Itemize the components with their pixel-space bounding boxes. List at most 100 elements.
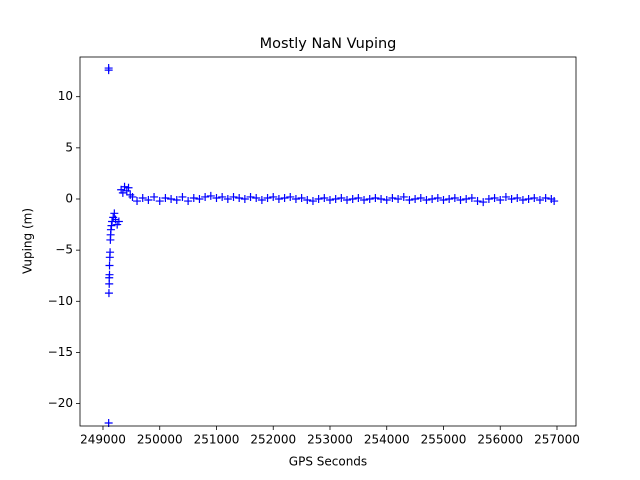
point bbox=[467, 193, 476, 202]
point bbox=[178, 192, 187, 201]
x-tick-label: 250000 bbox=[137, 433, 183, 447]
point bbox=[518, 196, 527, 205]
y-tick-label: 5 bbox=[65, 140, 73, 154]
point bbox=[218, 192, 227, 201]
point bbox=[223, 194, 232, 203]
point bbox=[416, 193, 425, 202]
point bbox=[439, 196, 448, 205]
point bbox=[405, 196, 414, 205]
point bbox=[348, 194, 357, 203]
point bbox=[104, 66, 113, 75]
point bbox=[411, 194, 420, 203]
point bbox=[354, 193, 363, 202]
point bbox=[524, 194, 533, 203]
y-axis-label: Vuping (m) bbox=[21, 208, 35, 274]
point bbox=[114, 217, 123, 226]
x-tick-label: 255000 bbox=[421, 433, 467, 447]
point bbox=[263, 193, 272, 202]
point bbox=[297, 193, 306, 202]
point bbox=[320, 193, 329, 202]
point bbox=[291, 194, 300, 203]
point bbox=[274, 194, 283, 203]
point bbox=[535, 196, 544, 205]
x-tick-label: 249000 bbox=[80, 433, 126, 447]
point bbox=[184, 197, 193, 206]
x-tick-label: 256000 bbox=[477, 433, 523, 447]
point bbox=[110, 209, 119, 218]
point bbox=[155, 197, 164, 206]
point bbox=[371, 193, 380, 202]
point bbox=[105, 270, 114, 279]
y-tick-label: 0 bbox=[65, 191, 73, 205]
point bbox=[257, 196, 266, 205]
x-tick-label: 257000 bbox=[534, 433, 580, 447]
point bbox=[314, 194, 323, 203]
point bbox=[189, 193, 198, 202]
y-tick-label: −10 bbox=[48, 294, 73, 308]
point bbox=[269, 192, 278, 201]
point bbox=[212, 193, 221, 202]
point bbox=[433, 193, 442, 202]
point bbox=[513, 193, 522, 202]
point bbox=[120, 182, 129, 191]
chart-title: Mostly NaN Vuping bbox=[260, 36, 397, 52]
point bbox=[124, 183, 133, 192]
point bbox=[167, 194, 176, 203]
x-tick-label: 253000 bbox=[307, 433, 353, 447]
point bbox=[343, 196, 352, 205]
y-tick-label: −20 bbox=[48, 396, 73, 410]
x-tick-label: 254000 bbox=[364, 433, 410, 447]
y-tick-label: 10 bbox=[58, 89, 73, 103]
point bbox=[377, 194, 386, 203]
point bbox=[490, 193, 499, 202]
point bbox=[108, 217, 117, 226]
point bbox=[106, 248, 115, 257]
point bbox=[240, 194, 249, 203]
point bbox=[118, 188, 127, 197]
point bbox=[360, 196, 369, 205]
point bbox=[445, 194, 454, 203]
point bbox=[286, 192, 295, 201]
point bbox=[337, 193, 346, 202]
point bbox=[507, 194, 516, 203]
point bbox=[550, 197, 559, 206]
point bbox=[104, 289, 113, 298]
point bbox=[496, 196, 505, 205]
point bbox=[382, 196, 391, 205]
y-tick-label: −5 bbox=[55, 243, 73, 257]
point bbox=[133, 197, 142, 206]
point bbox=[388, 193, 397, 202]
point bbox=[252, 193, 261, 202]
point bbox=[331, 194, 340, 203]
point bbox=[195, 194, 204, 203]
point bbox=[280, 193, 289, 202]
x-tick-label: 252000 bbox=[250, 433, 296, 447]
point bbox=[144, 196, 153, 205]
point bbox=[172, 196, 181, 205]
point bbox=[128, 192, 137, 201]
point bbox=[229, 192, 238, 201]
point bbox=[422, 196, 431, 205]
point bbox=[541, 193, 550, 202]
y-tick-label: −15 bbox=[48, 345, 73, 359]
point bbox=[530, 193, 539, 202]
point bbox=[462, 194, 471, 203]
point bbox=[235, 193, 244, 202]
point bbox=[105, 261, 114, 270]
point bbox=[161, 193, 170, 202]
point bbox=[399, 192, 408, 201]
point bbox=[206, 191, 215, 200]
point bbox=[303, 196, 312, 205]
point bbox=[111, 215, 120, 224]
point bbox=[365, 194, 374, 203]
point bbox=[150, 192, 159, 201]
point bbox=[325, 196, 334, 205]
point bbox=[456, 196, 465, 205]
point bbox=[450, 193, 459, 202]
x-axis-label: GPS Seconds bbox=[289, 455, 367, 469]
point bbox=[308, 197, 317, 206]
point bbox=[138, 193, 147, 202]
point bbox=[479, 198, 488, 207]
